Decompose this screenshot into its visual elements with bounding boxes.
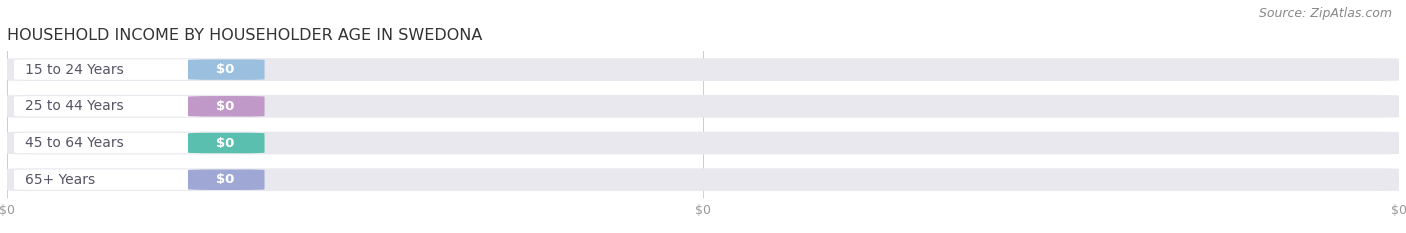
FancyBboxPatch shape — [14, 169, 250, 190]
FancyBboxPatch shape — [7, 168, 1399, 191]
Text: $0: $0 — [217, 63, 235, 76]
Text: Source: ZipAtlas.com: Source: ZipAtlas.com — [1258, 7, 1392, 20]
FancyBboxPatch shape — [7, 95, 1399, 118]
FancyBboxPatch shape — [188, 96, 264, 116]
Text: 25 to 44 Years: 25 to 44 Years — [25, 99, 124, 113]
FancyBboxPatch shape — [188, 169, 264, 190]
FancyBboxPatch shape — [188, 133, 264, 153]
Text: 15 to 24 Years: 15 to 24 Years — [25, 63, 124, 77]
Text: $0: $0 — [217, 100, 235, 113]
FancyBboxPatch shape — [7, 58, 1399, 81]
FancyBboxPatch shape — [7, 132, 1399, 154]
Text: $0: $0 — [217, 137, 235, 150]
Text: 45 to 64 Years: 45 to 64 Years — [25, 136, 124, 150]
Text: HOUSEHOLD INCOME BY HOUSEHOLDER AGE IN SWEDONA: HOUSEHOLD INCOME BY HOUSEHOLDER AGE IN S… — [7, 28, 482, 43]
Text: 65+ Years: 65+ Years — [25, 173, 96, 187]
FancyBboxPatch shape — [14, 96, 250, 116]
FancyBboxPatch shape — [14, 59, 250, 80]
FancyBboxPatch shape — [14, 133, 250, 153]
FancyBboxPatch shape — [188, 59, 264, 80]
Text: $0: $0 — [217, 173, 235, 186]
